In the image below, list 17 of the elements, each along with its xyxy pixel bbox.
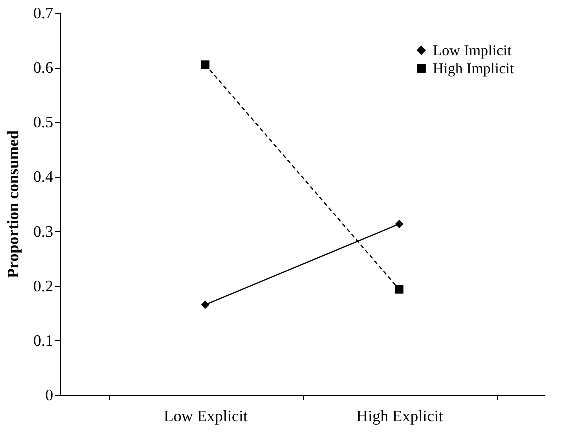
x-tick-label: Low Explicit [164, 408, 249, 426]
y-tick-label: 0.5 [34, 114, 54, 132]
point [201, 60, 210, 70]
legend-label: Low Implicit [433, 44, 513, 60]
y-tick-label: 0.3 [34, 224, 54, 241]
y-tick-label: 0.4 [34, 169, 54, 186]
point [201, 300, 210, 310]
y-tick-label: 0 [46, 388, 54, 404]
y-tick-label: 0.7 [34, 6, 54, 22]
y-tick-label: 0.2 [34, 278, 54, 296]
point [395, 220, 404, 228]
y-axis-title: Proportion consumed [6, 130, 22, 278]
x-tick-label: High Explicit [356, 408, 444, 426]
y-tick-label: 0.1 [34, 332, 54, 350]
y-tick-label: 0.6 [34, 60, 54, 78]
point [395, 285, 404, 294]
legend-label: High Implicit [433, 62, 516, 78]
